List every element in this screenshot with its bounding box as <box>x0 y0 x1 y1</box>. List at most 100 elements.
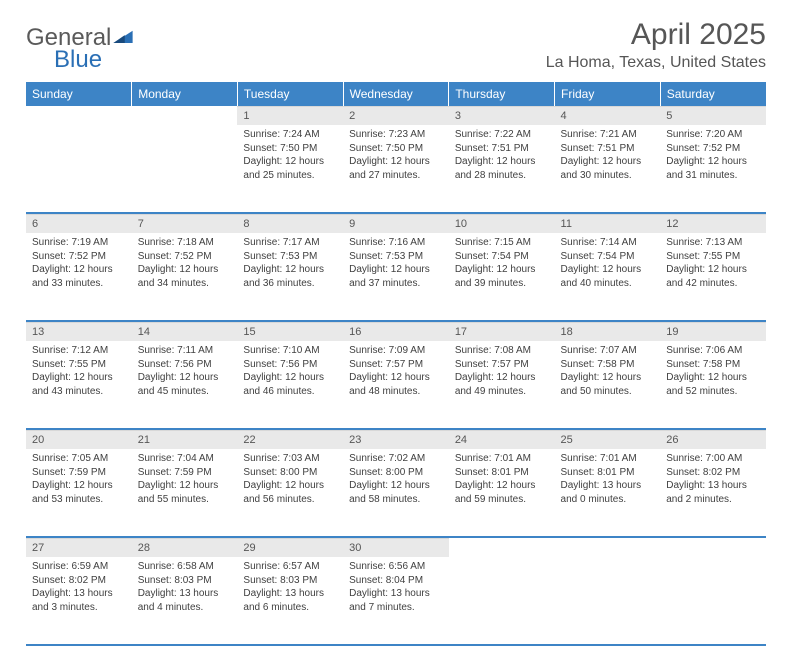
daynum-cell: 22 <box>237 429 343 449</box>
daynum-cell: 15 <box>237 321 343 341</box>
day-cell: Sunrise: 7:21 AMSunset: 7:51 PMDaylight:… <box>555 125 661 213</box>
daynum-cell: 21 <box>132 429 238 449</box>
day-cell: Sunrise: 7:15 AMSunset: 7:54 PMDaylight:… <box>449 233 555 321</box>
day-content: Sunrise: 7:21 AMSunset: 7:51 PMDaylight:… <box>555 125 661 188</box>
daynum-cell <box>449 537 555 557</box>
day-cell <box>660 557 766 645</box>
day-content: Sunrise: 7:19 AMSunset: 7:52 PMDaylight:… <box>26 233 132 296</box>
day-content: Sunrise: 6:59 AMSunset: 8:02 PMDaylight:… <box>26 557 132 620</box>
day-number: 21 <box>132 430 238 449</box>
day-cell: Sunrise: 7:17 AMSunset: 7:53 PMDaylight:… <box>237 233 343 321</box>
day-cell: Sunrise: 7:12 AMSunset: 7:55 PMDaylight:… <box>26 341 132 429</box>
day-cell: Sunrise: 7:07 AMSunset: 7:58 PMDaylight:… <box>555 341 661 429</box>
day-content: Sunrise: 7:12 AMSunset: 7:55 PMDaylight:… <box>26 341 132 404</box>
daynum-cell <box>555 537 661 557</box>
daynum-cell: 11 <box>555 213 661 233</box>
week-content-row: Sunrise: 6:59 AMSunset: 8:02 PMDaylight:… <box>26 557 766 645</box>
daynum-cell: 8 <box>237 213 343 233</box>
day-cell: Sunrise: 7:13 AMSunset: 7:55 PMDaylight:… <box>660 233 766 321</box>
day-number: 2 <box>343 106 449 125</box>
day-content: Sunrise: 6:57 AMSunset: 8:03 PMDaylight:… <box>237 557 343 620</box>
logo: GeneralBlue <box>26 24 133 74</box>
day-content: Sunrise: 7:08 AMSunset: 7:57 PMDaylight:… <box>449 341 555 404</box>
title-block: April 2025 La Homa, Texas, United States <box>546 18 766 72</box>
day-number: 11 <box>555 214 661 233</box>
daynum-cell: 7 <box>132 213 238 233</box>
day-cell: Sunrise: 7:23 AMSunset: 7:50 PMDaylight:… <box>343 125 449 213</box>
calendar-page: GeneralBlue April 2025 La Homa, Texas, U… <box>0 0 792 612</box>
day-number: 9 <box>343 214 449 233</box>
daynum-row: 6789101112 <box>26 213 766 233</box>
calendar-body: 12345Sunrise: 7:24 AMSunset: 7:50 PMDayl… <box>26 106 766 645</box>
daynum-row: 12345 <box>26 106 766 125</box>
daynum-row: 13141516171819 <box>26 321 766 341</box>
day-content: Sunrise: 7:03 AMSunset: 8:00 PMDaylight:… <box>237 449 343 512</box>
month-title: April 2025 <box>546 18 766 52</box>
daynum-cell: 25 <box>555 429 661 449</box>
location-text: La Homa, Texas, United States <box>546 54 766 72</box>
day-number: 1 <box>237 106 343 125</box>
day-content: Sunrise: 7:24 AMSunset: 7:50 PMDaylight:… <box>237 125 343 188</box>
day-content: Sunrise: 7:14 AMSunset: 7:54 PMDaylight:… <box>555 233 661 296</box>
day-content: Sunrise: 6:56 AMSunset: 8:04 PMDaylight:… <box>343 557 449 620</box>
day-number: 18 <box>555 322 661 341</box>
day-cell: Sunrise: 7:09 AMSunset: 7:57 PMDaylight:… <box>343 341 449 429</box>
day-number: 23 <box>343 430 449 449</box>
day-content: Sunrise: 7:18 AMSunset: 7:52 PMDaylight:… <box>132 233 238 296</box>
day-number: 27 <box>26 538 132 557</box>
day-content: Sunrise: 7:15 AMSunset: 7:54 PMDaylight:… <box>449 233 555 296</box>
day-content: Sunrise: 7:13 AMSunset: 7:55 PMDaylight:… <box>660 233 766 296</box>
day-cell: Sunrise: 6:58 AMSunset: 8:03 PMDaylight:… <box>132 557 238 645</box>
day-cell <box>26 125 132 213</box>
day-number <box>660 538 766 544</box>
day-cell: Sunrise: 7:10 AMSunset: 7:56 PMDaylight:… <box>237 341 343 429</box>
daynum-cell: 26 <box>660 429 766 449</box>
daynum-cell <box>660 537 766 557</box>
day-cell: Sunrise: 6:57 AMSunset: 8:03 PMDaylight:… <box>237 557 343 645</box>
daynum-cell: 16 <box>343 321 449 341</box>
daynum-cell: 28 <box>132 537 238 557</box>
day-cell: Sunrise: 7:14 AMSunset: 7:54 PMDaylight:… <box>555 233 661 321</box>
daynum-cell: 24 <box>449 429 555 449</box>
daynum-cell: 1 <box>237 106 343 125</box>
daynum-cell: 14 <box>132 321 238 341</box>
day-number <box>26 106 132 112</box>
day-content: Sunrise: 7:17 AMSunset: 7:53 PMDaylight:… <box>237 233 343 296</box>
weekday-header: Monday <box>132 82 238 106</box>
day-number: 20 <box>26 430 132 449</box>
daynum-cell: 6 <box>26 213 132 233</box>
day-number: 25 <box>555 430 661 449</box>
day-cell: Sunrise: 7:02 AMSunset: 8:00 PMDaylight:… <box>343 449 449 537</box>
day-number: 14 <box>132 322 238 341</box>
daynum-row: 27282930 <box>26 537 766 557</box>
day-cell: Sunrise: 6:56 AMSunset: 8:04 PMDaylight:… <box>343 557 449 645</box>
daynum-row: 20212223242526 <box>26 429 766 449</box>
daynum-cell: 5 <box>660 106 766 125</box>
weekday-header: Sunday <box>26 82 132 106</box>
day-number: 19 <box>660 322 766 341</box>
day-number <box>449 538 555 544</box>
day-content: Sunrise: 7:01 AMSunset: 8:01 PMDaylight:… <box>555 449 661 512</box>
day-number: 5 <box>660 106 766 125</box>
day-content: Sunrise: 7:02 AMSunset: 8:00 PMDaylight:… <box>343 449 449 512</box>
day-content: Sunrise: 7:01 AMSunset: 8:01 PMDaylight:… <box>449 449 555 512</box>
daynum-cell: 10 <box>449 213 555 233</box>
day-content: Sunrise: 7:09 AMSunset: 7:57 PMDaylight:… <box>343 341 449 404</box>
day-number: 10 <box>449 214 555 233</box>
day-cell: Sunrise: 7:01 AMSunset: 8:01 PMDaylight:… <box>555 449 661 537</box>
day-number <box>555 538 661 544</box>
daynum-cell: 18 <box>555 321 661 341</box>
logo-triangle-icon <box>113 29 133 48</box>
daynum-cell: 13 <box>26 321 132 341</box>
day-cell: Sunrise: 7:11 AMSunset: 7:56 PMDaylight:… <box>132 341 238 429</box>
day-number: 6 <box>26 214 132 233</box>
day-number: 4 <box>555 106 661 125</box>
week-content-row: Sunrise: 7:19 AMSunset: 7:52 PMDaylight:… <box>26 233 766 321</box>
day-cell: Sunrise: 7:19 AMSunset: 7:52 PMDaylight:… <box>26 233 132 321</box>
day-content: Sunrise: 7:23 AMSunset: 7:50 PMDaylight:… <box>343 125 449 188</box>
day-cell: Sunrise: 7:22 AMSunset: 7:51 PMDaylight:… <box>449 125 555 213</box>
day-cell: Sunrise: 7:05 AMSunset: 7:59 PMDaylight:… <box>26 449 132 537</box>
weekday-header: Tuesday <box>237 82 343 106</box>
day-number: 16 <box>343 322 449 341</box>
week-content-row: Sunrise: 7:05 AMSunset: 7:59 PMDaylight:… <box>26 449 766 537</box>
